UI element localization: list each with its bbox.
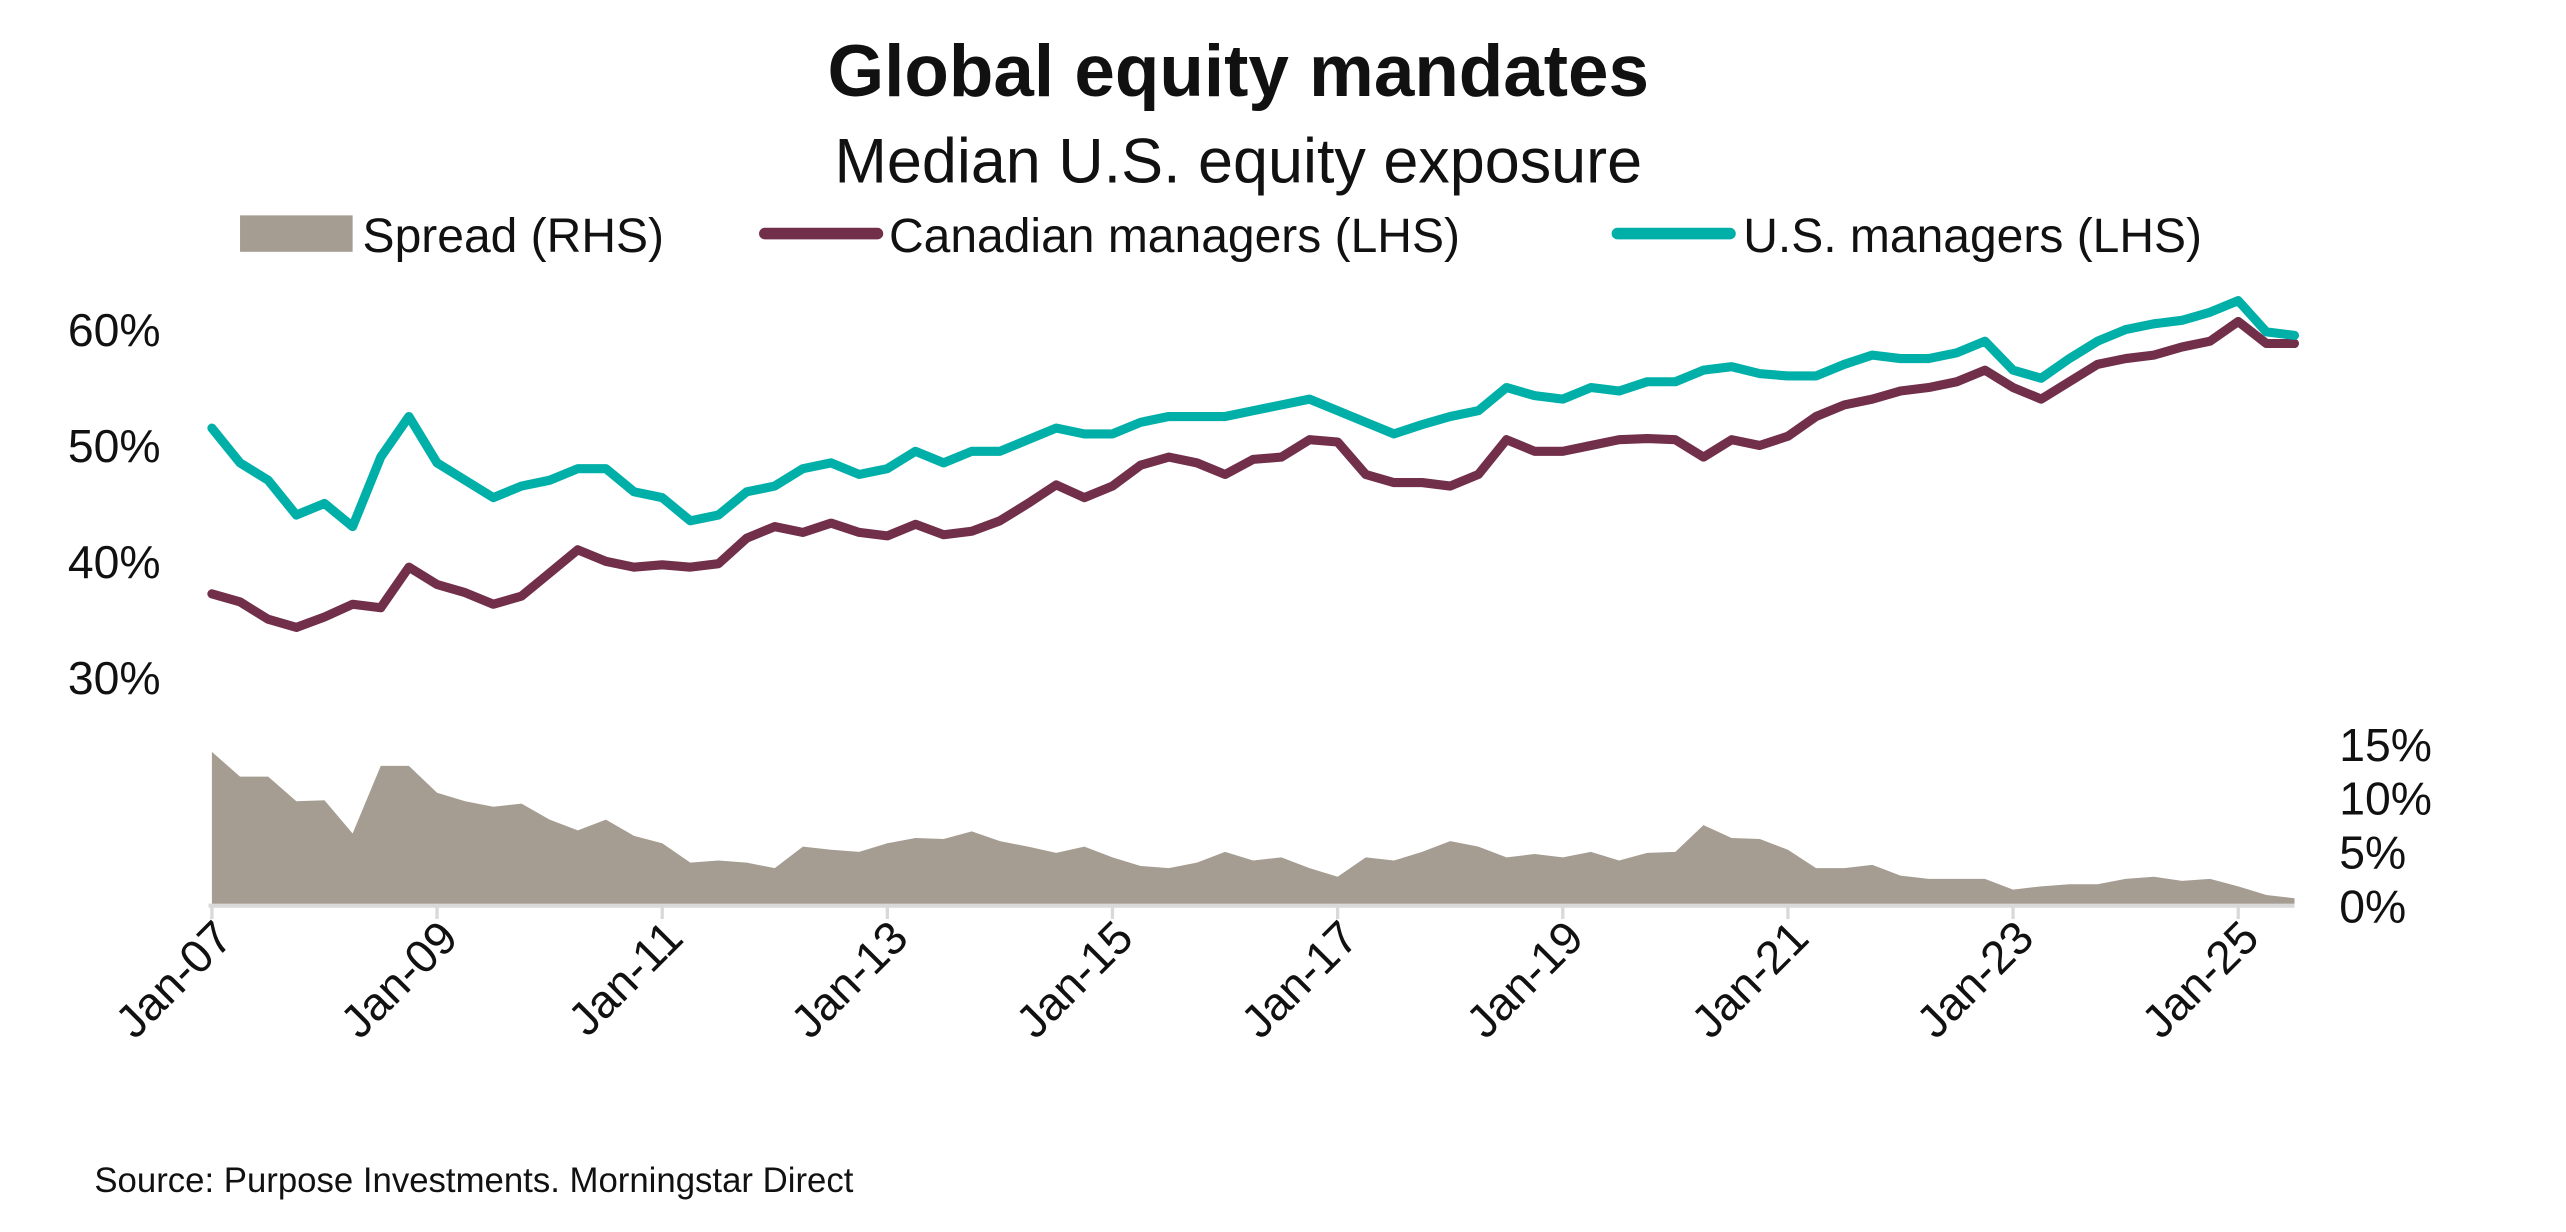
x-axis-tick-label: Jan-17 xyxy=(1231,911,1368,1048)
canadian-managers-line xyxy=(207,316,2300,632)
right-axis-tick-label: 5% xyxy=(2339,826,2406,878)
spread-area xyxy=(211,751,2295,906)
x-axis-tick-label: Jan-23 xyxy=(1906,911,2043,1048)
right-axis-tick-label: 15% xyxy=(2339,719,2432,771)
left-axis-tick-label: 50% xyxy=(68,420,161,472)
x-axis-tick-label: Jan-09 xyxy=(330,911,467,1048)
plot-area xyxy=(207,296,2300,906)
right-axis-tick-label: 0% xyxy=(2339,880,2406,932)
left-axis-tick-label: 60% xyxy=(68,304,161,356)
legend-swatch-spread xyxy=(240,215,353,252)
x-axis-tick-label: Jan-11 xyxy=(558,911,693,1046)
right-axis-tick-label: 10% xyxy=(2339,773,2432,825)
x-axis-tick-label: Jan-07 xyxy=(105,911,242,1048)
legend-label-spread: Spread (RHS) xyxy=(363,210,664,263)
legend: Spread (RHS) Canadian managers (LHS) U.S… xyxy=(240,210,2202,263)
chart-subtitle: Median U.S. equity exposure xyxy=(835,126,1643,196)
source-note: Source: Purpose Investments. Morningstar… xyxy=(94,1162,853,1200)
legend-label-canadian: Canadian managers (LHS) xyxy=(889,210,1460,263)
x-axis-tick-label: Jan-13 xyxy=(781,911,918,1048)
x-axis-tick-label: Jan-15 xyxy=(1006,911,1143,1048)
left-axis-labels: 30% 40% 50% 60% xyxy=(68,304,161,704)
x-axis-tick-label: Jan-19 xyxy=(1456,911,1593,1048)
left-axis-tick-label: 30% xyxy=(68,652,161,704)
us-managers-line xyxy=(207,296,2300,532)
x-axis: Jan-07 Jan-09 Jan-11 Jan-13 Jan-15 Jan-17 Jan-… xyxy=(105,903,2295,1048)
right-axis-labels: 0%5%10%15% xyxy=(2339,719,2432,932)
left-axis-tick-label: 40% xyxy=(68,536,161,588)
legend-label-us: U.S. managers (LHS) xyxy=(1743,210,2202,263)
chart-title: Global equity mandates xyxy=(828,31,1650,112)
x-axis-tick-label: Jan-25 xyxy=(2131,911,2268,1048)
x-axis-tick-label: Jan-21 xyxy=(1681,911,1818,1048)
